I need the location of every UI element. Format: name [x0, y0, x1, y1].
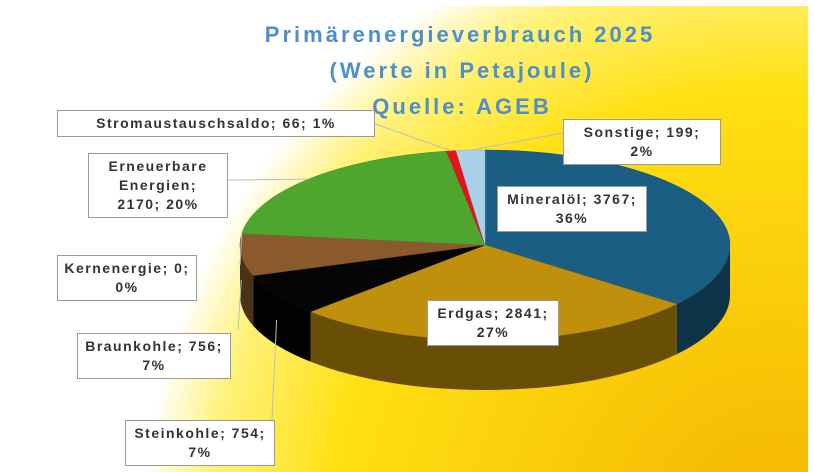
data-label: Mineralöl; 3767; 36% — [497, 186, 647, 232]
chart-title: Primärenergieverbrauch 2025 — [265, 22, 655, 47]
data-label: Kernenergie; 0; 0% — [57, 255, 197, 301]
data-label: Steinkohle; 754; 7% — [125, 420, 275, 466]
leader-line — [227, 178, 309, 181]
slice-side — [253, 275, 311, 362]
leader-line — [271, 319, 278, 421]
slice-side — [676, 245, 730, 355]
data-label: Braunkohle; 756; 7% — [77, 333, 231, 379]
leader-line — [237, 279, 242, 331]
chart-title: Quelle: AGEB — [372, 94, 551, 119]
slice-side — [310, 304, 677, 391]
pie — [239, 149, 731, 391]
leader-line — [239, 233, 243, 266]
data-label: Erneuerbare Energien; 2170; 20% — [88, 153, 228, 218]
slice-side — [240, 245, 254, 326]
slice — [455, 149, 486, 246]
chart-title: (Werte in Petajoule) — [330, 58, 595, 83]
data-label: Sonstige; 199; 2% — [563, 119, 721, 165]
slice — [241, 150, 486, 246]
leader-line — [470, 132, 564, 151]
data-label: Stromaustauschsaldo; 66; 1% — [57, 110, 375, 137]
leader-lines — [227, 123, 564, 421]
slice — [252, 244, 486, 312]
data-label: Erdgas; 2841; 27% — [427, 300, 559, 346]
leader-line — [374, 123, 452, 152]
